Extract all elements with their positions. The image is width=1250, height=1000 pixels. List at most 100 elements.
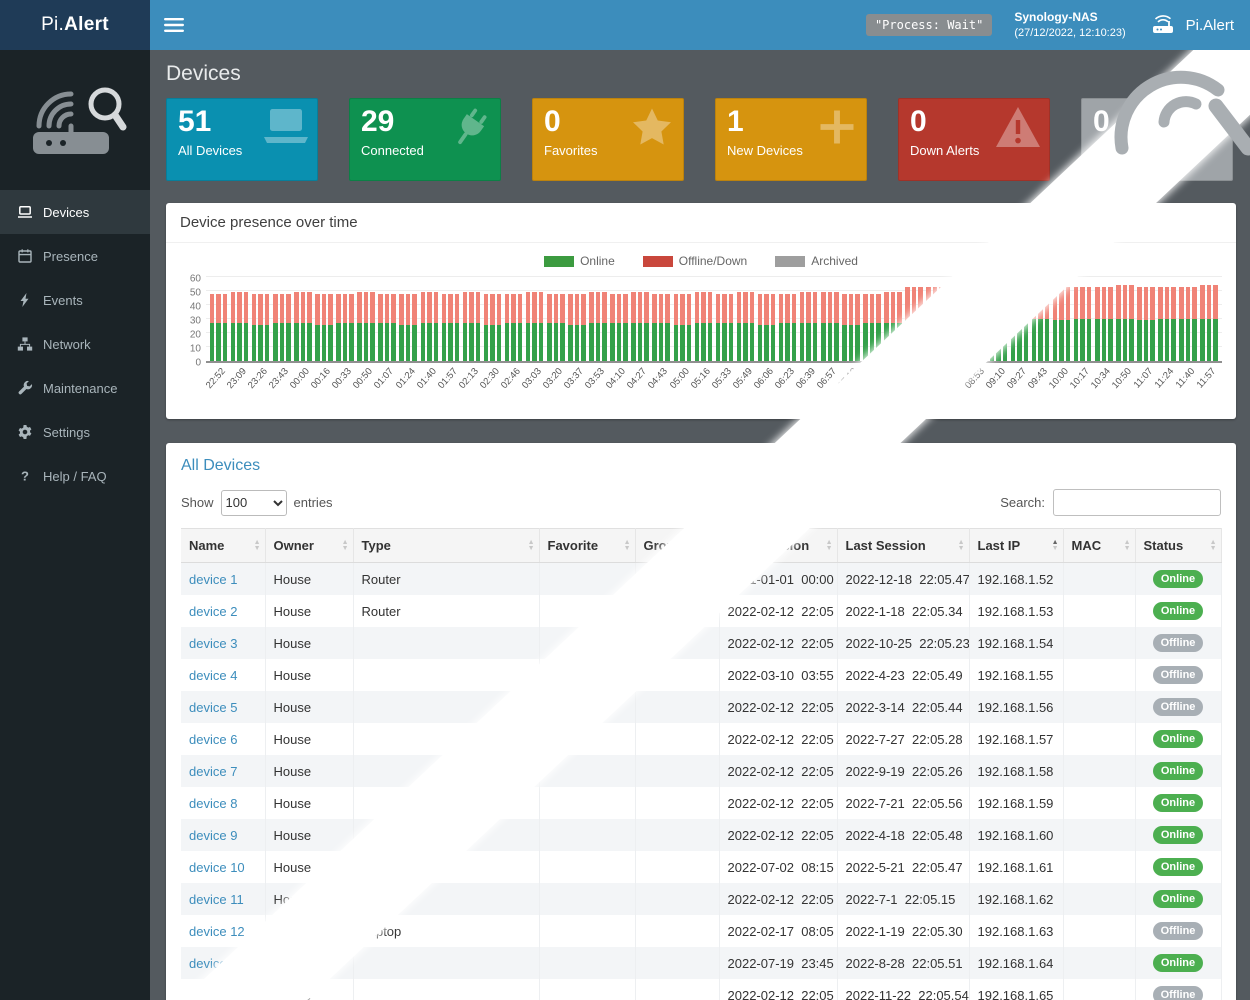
x-axis-slot: 01:24 [393,363,419,411]
stacked-bar [701,292,706,361]
device-name-link[interactable]: device 6 [189,731,238,747]
stacked-bar [842,293,847,361]
summary-card-connected[interactable]: 29 Connected [349,98,501,181]
top-navbar: Pi. Alert "Process: Wait" Synology-NAS (2… [0,0,1250,50]
cell-mac [1063,755,1136,787]
stacked-bar [1038,286,1043,361]
device-name-link[interactable]: device 2 [189,603,238,619]
x-axis-slot: 07:47 [878,363,904,411]
x-axis-slot: 09:27 [1005,363,1030,411]
app-logo[interactable]: Pi. Alert [0,0,150,50]
column-header-owner[interactable]: Owner ▲ ▼ [265,528,354,563]
x-axis-slot: 05:33 [710,363,735,411]
status-badge: Online [1152,954,1204,972]
entries-select[interactable]: 100 [220,489,287,516]
x-tick-label: 23:43 [266,366,292,392]
column-header-type[interactable]: Type ▲ ▼ [353,528,540,563]
device-name-link[interactable]: device 10 [189,859,245,875]
column-header-mac[interactable]: MAC ▲ ▼ [1063,528,1136,563]
device-name-link[interactable]: device 9 [189,827,238,843]
summary-card-archived[interactable]: 0 Archived [1081,98,1233,181]
stacked-bar [483,293,489,361]
column-header-status[interactable]: Status ▲ ▼ [1135,528,1222,563]
stacked-bar [939,286,944,361]
device-name-link[interactable]: device 5 [189,699,238,715]
summary-card-new-devices[interactable]: 1 New Devices [715,98,867,181]
legend-item-online[interactable]: Online [544,254,615,268]
menu-icon[interactable] [150,0,198,50]
summary-card-down-alerts[interactable]: 0 Down Alerts [898,98,1050,181]
sidebar-item-network[interactable]: Network [0,322,150,366]
cell-status: Online [1135,883,1222,915]
bar-segment-online [560,323,565,361]
summary-card-favorites[interactable]: 0 Favorites [532,98,684,181]
bar-segment-online [975,320,980,361]
sidebar-item-settings[interactable]: Settings [0,410,150,454]
bar-segment-online [1122,319,1128,361]
bar-segment-online [1206,319,1212,361]
device-name-link[interactable]: device 7 [189,763,238,779]
bar-group [229,279,250,361]
x-tick-label: 01:57 [435,366,460,392]
sort-icon: ▲ ▼ [341,538,349,552]
sidebar-item-help-faq[interactable]: ? Help / FAQ [0,454,150,498]
bar-segment-offline [975,286,980,321]
x-tick-label: 11:24 [1152,366,1177,391]
bar-segment-offline [694,292,700,324]
device-name-link[interactable]: device 14 [189,987,245,1000]
cell-last-ip: 192.168.1.65 [969,979,1064,1000]
sidebar-item-maintenance[interactable]: Maintenance [0,366,150,410]
column-header-group[interactable]: Group ▲ ▼ [635,528,720,563]
x-axis-slot: 10:50 [1110,363,1135,411]
sidebar-item-label: Help / FAQ [43,468,107,484]
cell-type [353,723,540,755]
stacked-bar [399,293,404,361]
stacked-bar [581,293,586,361]
sidebar-item-devices[interactable]: Devices [0,190,150,234]
device-name-link[interactable]: device 4 [189,667,238,683]
cell-type [353,979,540,1000]
bar-segment-offline [939,286,944,319]
x-tick-label: 22:52 [203,366,228,392]
x-tick-label: 02:30 [477,366,502,392]
device-name-link[interactable]: device 11 [189,891,244,907]
bar-segment-offline [328,293,333,325]
bar-segment-offline [791,293,797,324]
stacked-bar [665,293,670,361]
sidebar-item-events[interactable]: Events [0,278,150,322]
device-name-link[interactable]: device 12 [189,923,245,939]
legend-item-offline-down[interactable]: Offline/Down [642,254,747,268]
stacked-bar [1116,285,1121,361]
column-header-favorite[interactable]: Favorite ▲ ▼ [539,528,636,563]
device-name-link[interactable]: device 1 [189,571,238,587]
bar-segment-online [665,323,670,361]
device-name-link[interactable]: device 8 [189,795,238,811]
device-name-link[interactable]: device 3 [189,635,238,651]
column-header-last-ip[interactable]: Last IP ▲ ▼ [969,528,1064,563]
cell-favorite [539,562,636,595]
bar-segment-offline [1185,286,1191,319]
search-input[interactable] [1053,489,1221,516]
legend-item-archived[interactable]: Archived [775,254,858,268]
bar-segment-online [602,323,607,361]
stacked-bar [475,292,481,361]
stacked-bar [1179,286,1184,361]
column-header-name[interactable]: Name ▲ ▼ [181,528,266,563]
summary-card-all-devices[interactable]: 51 All Devices [166,98,318,181]
cell-type [353,755,540,787]
bar-segment-offline [412,293,417,325]
bar-segment-offline [834,292,839,324]
stacked-bar [517,293,523,361]
bar-group [377,279,398,361]
column-header-label: Type [361,538,391,553]
bar-segment-online [715,323,721,361]
device-name-link[interactable]: device 13 [189,955,245,971]
status-badge: Online [1152,826,1204,844]
sidebar-item-presence[interactable]: Presence [0,234,150,278]
bar-segment-online [1116,319,1121,361]
cell-last-session: 2022-7-1 22:05.15 [837,883,970,915]
column-header-last-session[interactable]: Last Session ▲ ▼ [837,528,970,563]
column-header-first-session[interactable]: First Session ▲ ▼ [719,528,838,563]
column-header-label: Last IP [977,538,1021,553]
bar-segment-online [384,323,390,361]
